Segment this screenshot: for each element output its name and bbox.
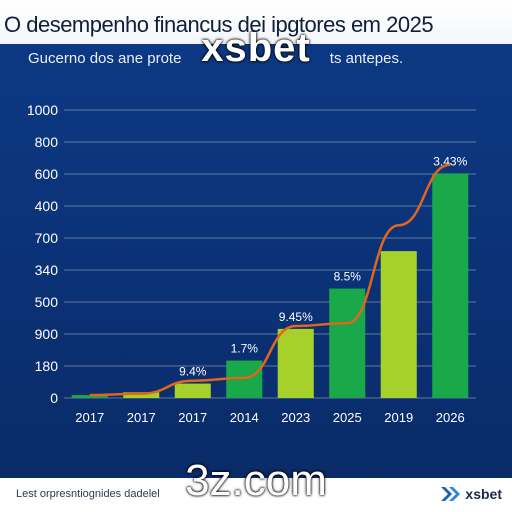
y-tick-label: 1000 <box>27 102 58 118</box>
x-tick-label: 2019 <box>384 410 413 425</box>
chart-panel: O desempenho financus dei ipgtores em 20… <box>0 0 512 478</box>
bar <box>71 395 108 398</box>
x-tick-label: 2017 <box>75 410 104 425</box>
watermark-top: xsbet <box>201 26 311 70</box>
footer-source: Lest orpresntiognides dadelel <box>16 488 160 500</box>
bar <box>123 392 160 398</box>
x-tick-label: 2017 <box>127 410 156 425</box>
bar <box>174 383 211 398</box>
trend-line <box>89 163 451 397</box>
y-tick-label: 600 <box>35 166 59 182</box>
data-label: 1.7% <box>231 342 259 356</box>
bar <box>380 251 417 398</box>
data-label: 3.43% <box>433 154 467 168</box>
chart-subtitle-tail: ts antepes. <box>329 50 404 67</box>
bar <box>277 328 314 398</box>
y-tick-label: 500 <box>35 294 59 310</box>
watermark-bottom: 3z.com <box>185 456 327 505</box>
chart-title: O desempenho financus dei ipgtores em 20… <box>4 12 434 37</box>
bar-chart: 1000 800 600 400 700 340 500 900 180 0 2017 2017 201… <box>27 102 476 425</box>
y-tick-label: 800 <box>35 134 59 150</box>
data-label: 9.45% <box>279 310 313 324</box>
bar <box>432 173 469 398</box>
footer-brand: xsbet <box>441 484 502 504</box>
y-tick-label: 180 <box>35 358 59 374</box>
y-tick-label: 900 <box>35 326 59 342</box>
x-tick-label: 2017 <box>178 410 207 425</box>
x-tick-label: 2023 <box>281 410 310 425</box>
chevrons-logo-icon <box>441 487 461 501</box>
data-label: 8.5% <box>334 270 362 284</box>
bar <box>329 288 366 398</box>
y-tick-label: 400 <box>35 198 59 214</box>
title-band <box>0 0 512 44</box>
x-tick-label: 2014 <box>230 410 259 425</box>
x-tick-label: 2025 <box>333 410 362 425</box>
y-tick-label: 700 <box>35 230 59 246</box>
y-tick-label: 340 <box>35 262 59 278</box>
chart-subtitle: Gucerno dos ane prote ts antepes. <box>28 50 498 67</box>
data-label: 9.4% <box>179 365 207 379</box>
footer-brand-text: xsbet <box>465 486 502 502</box>
x-tick-label: 2026 <box>436 410 465 425</box>
y-tick-label: 0 <box>50 390 58 406</box>
chart-subtitle-text: Gucerno dos ane prote <box>28 50 182 67</box>
